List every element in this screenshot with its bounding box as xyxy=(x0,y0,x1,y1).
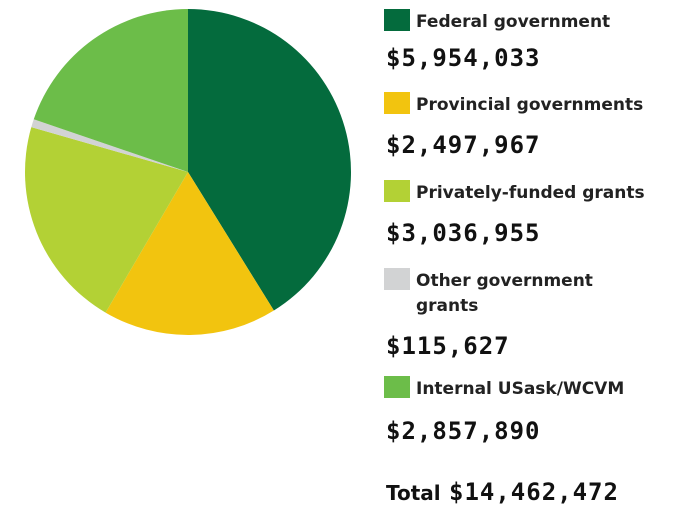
pie-slice xyxy=(105,172,274,335)
legend-label: Federal government xyxy=(416,12,611,32)
legend-swatch xyxy=(384,9,410,31)
legend-swatch xyxy=(384,180,410,202)
total: Total $14,462,472 xyxy=(386,478,619,506)
legend-label: Provincial governments xyxy=(416,95,644,115)
legend-swatch xyxy=(384,376,410,398)
legend-swatch xyxy=(384,92,410,114)
value-label: $115,627 xyxy=(386,332,510,360)
pie-chart xyxy=(25,9,351,335)
value-label: $2,857,890 xyxy=(386,417,541,445)
pie-slice xyxy=(25,127,188,313)
value-label: $5,954,033 xyxy=(386,44,541,72)
value-label: $2,497,967 xyxy=(386,131,541,159)
value-label: $3,036,955 xyxy=(386,219,541,247)
legend-label: Other government grants xyxy=(416,271,593,316)
legend-swatch xyxy=(384,268,410,290)
pie-slice xyxy=(31,119,189,172)
pie-slice xyxy=(33,9,188,172)
legend-label: Internal USask/WCVM xyxy=(416,379,625,399)
pie-slice xyxy=(188,9,351,311)
total-value: $14,462,472 xyxy=(449,478,619,506)
total-label: Total xyxy=(386,481,441,505)
legend-label: Privately-funded grants xyxy=(416,183,645,203)
